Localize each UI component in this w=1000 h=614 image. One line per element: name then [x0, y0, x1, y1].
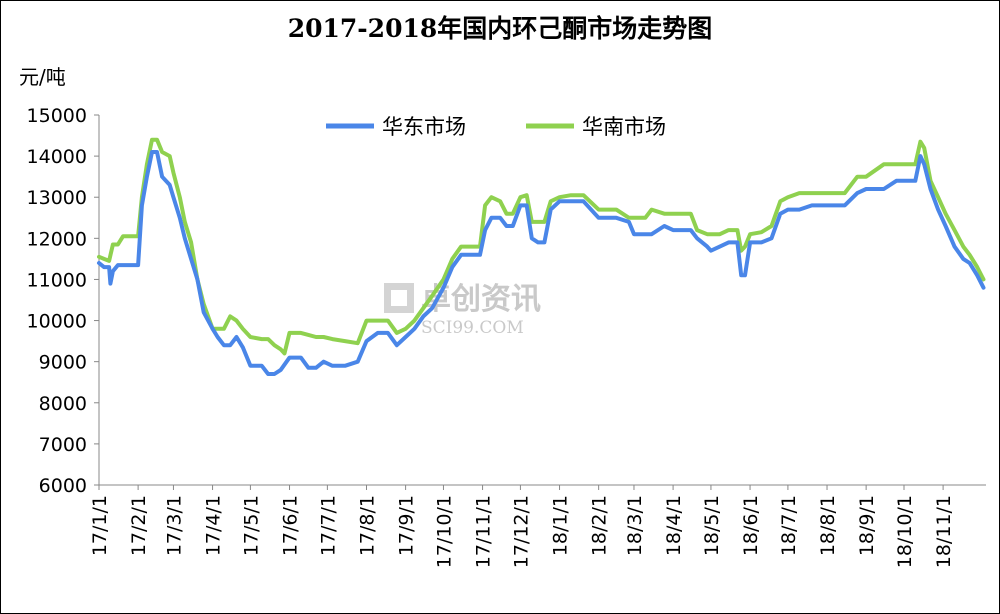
x-tick-label: 18/2/1 [589, 495, 611, 556]
watermark-en: SCI99.COM [421, 318, 524, 338]
x-tick-label: 17/7/1 [317, 495, 339, 556]
y-axis-ticks: 6000 7000 8000 9000 10000 11000 12000 13000 1400… [27, 105, 99, 497]
y-tick-label: 15000 [27, 105, 87, 127]
y-tick-label: 8000 [39, 393, 87, 415]
x-tick-label: 17/12/1 [510, 495, 532, 568]
y-tick-label: 10000 [27, 311, 87, 333]
y-tick-label: 13000 [27, 187, 87, 209]
series-line [97, 137, 986, 356]
x-tick-label: 17/2/1 [128, 495, 150, 556]
y-axis-unit-label: 元/吨 [19, 65, 66, 89]
y-tick-label: 7000 [39, 434, 87, 456]
x-tick-label: 18/6/1 [740, 495, 762, 556]
x-tick-label: 18/7/1 [778, 495, 800, 556]
watermark-logo-inner [391, 290, 407, 306]
x-tick-label: 18/1/1 [550, 495, 572, 556]
legend-label: 华南市场 [582, 115, 666, 139]
y-tick-label: 12000 [27, 228, 87, 250]
x-tick-label: 18/5/1 [701, 495, 723, 556]
axes [98, 115, 986, 486]
x-tick-label: 17/6/1 [280, 495, 302, 556]
y-tick-label: 6000 [39, 475, 87, 497]
x-tick-label: 18/3/1 [624, 495, 646, 556]
watermark-cn: 卓创资讯 [421, 282, 541, 317]
x-tick-label: 17/10/1 [433, 495, 455, 568]
y-tick-label: 14000 [27, 146, 87, 168]
x-tick-label: 17/4/1 [203, 495, 225, 556]
x-tick-label: 18/4/1 [663, 495, 685, 556]
x-tick-label: 18/11/1 [933, 495, 955, 568]
x-axis-ticks: 17/1/1 17/2/1 17/3/1 17/4/1 17/5/1 17/6/1 17/7… [89, 485, 955, 568]
x-tick-label: 17/1/1 [89, 495, 111, 556]
legend: 华东市场 华南市场 [326, 115, 666, 139]
y-tick-label: 9000 [39, 352, 87, 374]
x-tick-label: 17/3/1 [163, 495, 185, 556]
x-tick-label: 18/10/1 [894, 495, 916, 568]
x-tick-label: 17/9/1 [396, 495, 418, 556]
watermark: 卓创资讯 SCI99.COM [384, 282, 541, 338]
legend-label: 华东市场 [382, 115, 466, 139]
series-layer [97, 137, 986, 376]
x-tick-label: 18/8/1 [817, 495, 839, 556]
x-tick-label: 17/8/1 [356, 495, 378, 556]
chart-title: 2017-2018年国内环己酮市场走势图 [287, 14, 713, 43]
series-line [97, 150, 986, 376]
x-tick-label: 17/5/1 [240, 495, 262, 556]
y-tick-label: 11000 [27, 269, 87, 291]
x-tick-label: 18/9/1 [856, 495, 878, 556]
x-tick-label: 17/11/1 [473, 495, 495, 568]
